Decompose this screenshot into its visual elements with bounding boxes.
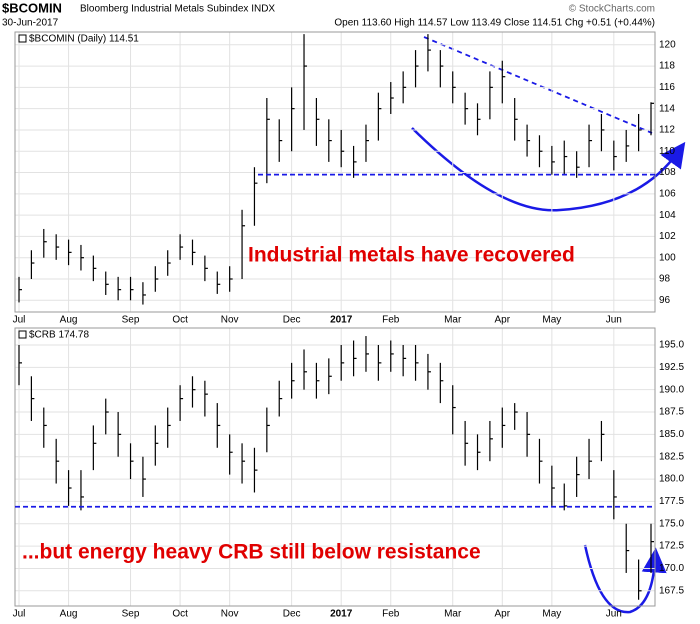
y-tick-label: 100 (659, 252, 676, 263)
trend-line (423, 36, 653, 134)
x-tick-label: Jun (606, 315, 622, 326)
y-tick-label: 104 (659, 210, 676, 221)
y-tick-label: 167.5 (659, 585, 684, 596)
x-tick-label: Oct (172, 609, 188, 620)
x-tick-label: 2017 (330, 609, 353, 620)
x-tick-label: Mar (444, 609, 462, 620)
x-tick-label: Jul (13, 315, 26, 326)
y-tick-label: 172.5 (659, 541, 684, 552)
y-tick-label: 98 (659, 274, 671, 285)
y-tick-label: 108 (659, 167, 676, 178)
x-tick-label: Dec (283, 609, 301, 620)
x-tick-label: Mar (444, 315, 462, 326)
x-tick-label: Apr (495, 315, 511, 326)
y-tick-label: 102 (659, 231, 676, 242)
legend: $BCOMIN (Daily) 114.51 (29, 34, 139, 45)
y-tick-label: 96 (659, 295, 671, 306)
y-tick-label: 118 (659, 61, 675, 72)
y-tick-label: 177.5 (659, 496, 684, 507)
arc-arrow (411, 127, 686, 212)
x-tick-label: Dec (283, 315, 301, 326)
x-tick-label: Aug (60, 315, 78, 326)
x-tick-label: Nov (221, 315, 239, 326)
date: 30-Jun-2017 (2, 18, 59, 29)
legend-swatch (18, 330, 27, 339)
annotation: Industrial metals have recovered (248, 244, 575, 267)
y-tick-label: 106 (659, 188, 676, 199)
legend-swatch (18, 34, 27, 43)
x-tick-label: Jun (606, 609, 622, 620)
x-tick-label: Nov (221, 609, 239, 620)
x-tick-label: May (542, 609, 561, 620)
subtitle: Bloomberg Industrial Metals Subindex IND… (80, 4, 275, 15)
y-tick-label: 180.0 (659, 474, 684, 485)
plot-frame (14, 31, 656, 313)
x-tick-label: Sep (122, 315, 140, 326)
y-tick-label: 110 (659, 146, 675, 157)
x-tick-label: 2017 (330, 315, 353, 326)
x-tick-label: Feb (382, 609, 400, 620)
x-tick-label: Jul (13, 609, 26, 620)
y-tick-label: 190.0 (659, 384, 684, 395)
arc-arrow (583, 544, 667, 614)
y-tick-label: 195.0 (659, 340, 684, 351)
legend: $CRB 174.78 (29, 330, 89, 341)
x-tick-label: Sep (122, 609, 140, 620)
x-tick-label: Oct (172, 315, 188, 326)
y-tick-label: 185.0 (659, 429, 684, 440)
y-tick-label: 120 (659, 39, 676, 50)
y-tick-label: 112 (659, 125, 675, 136)
x-tick-label: Aug (60, 609, 78, 620)
source: © StockCharts.com (569, 4, 655, 15)
y-tick-label: 170.0 (659, 563, 684, 574)
y-tick-label: 114 (659, 103, 675, 114)
y-tick-label: 175.0 (659, 518, 684, 529)
y-tick-label: 187.5 (659, 407, 684, 418)
plot-frame (14, 327, 656, 607)
x-tick-label: Apr (495, 609, 511, 620)
y-tick-label: 182.5 (659, 451, 684, 462)
annotation: ...but energy heavy CRB still below resi… (22, 541, 481, 564)
quote: Open 113.60 High 114.57 Low 113.49 Close… (334, 18, 655, 29)
y-tick-label: 116 (659, 82, 675, 93)
x-tick-label: Feb (382, 315, 400, 326)
y-tick-label: 192.5 (659, 362, 684, 373)
x-tick-label: May (542, 315, 561, 326)
symbol: $BCOMIN (2, 0, 62, 15)
